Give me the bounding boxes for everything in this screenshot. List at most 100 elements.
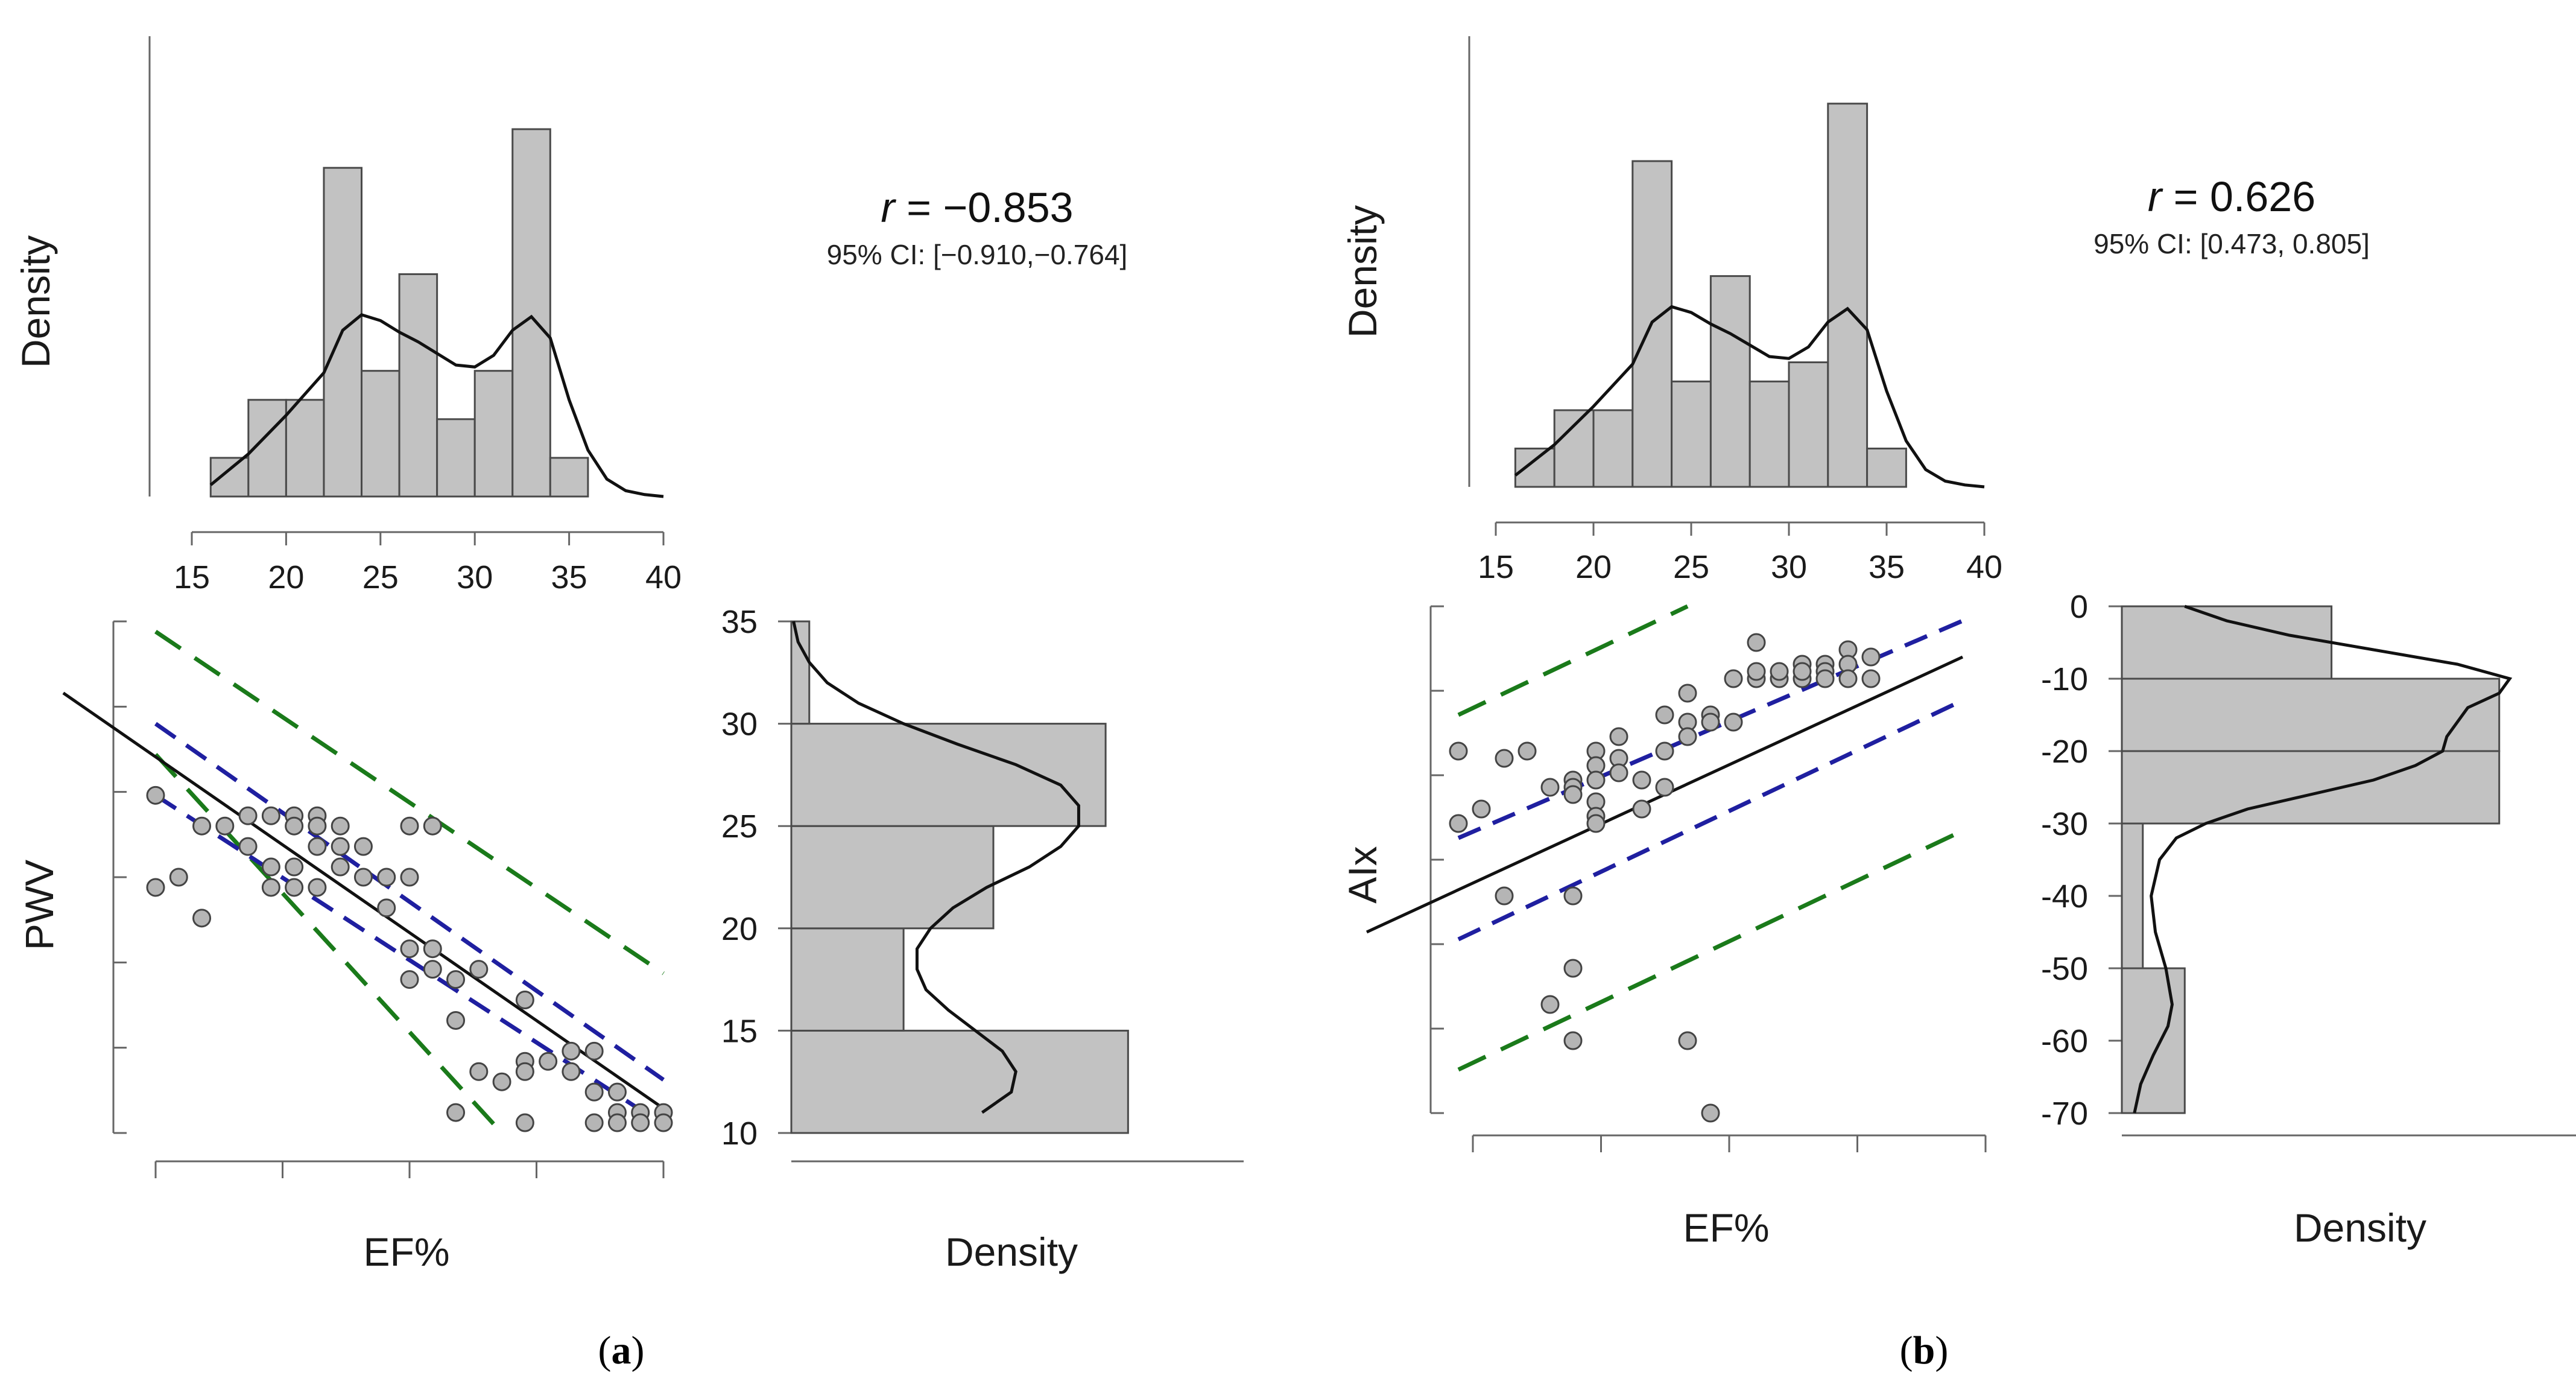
side-histogram: 0 -10 -20 -30 -40 -50 -60 -70 Density: [2041, 589, 2576, 1250]
x-tick-label: 15: [1478, 549, 1514, 585]
panel-label-part: (: [598, 1328, 612, 1372]
scatter-point: [261, 806, 280, 825]
scatter-point: [400, 939, 419, 959]
scatter-point: [146, 878, 165, 897]
side-hist-y-tick-label: 25: [721, 808, 758, 845]
scatter-point: [377, 868, 396, 887]
regression-line: [62, 691, 665, 1110]
scatter-point: [308, 816, 327, 836]
x-tick-label: 15: [174, 559, 210, 595]
scatter-point: [515, 1113, 534, 1132]
scatter-point: [539, 1052, 558, 1071]
x-tick-label: 35: [1869, 549, 1905, 585]
panel-label-part: ): [631, 1328, 645, 1372]
scatter-point: [331, 816, 350, 836]
scatter-point: [423, 939, 442, 959]
scatter-point: [1747, 662, 1766, 681]
scatter-point: [285, 878, 304, 897]
scatter-point: [400, 816, 419, 836]
scatter-point: [1495, 886, 1514, 906]
scatter-point: [584, 1082, 604, 1102]
scatter-point: [562, 1062, 581, 1081]
side-hist-y-tick-label: -30: [2041, 806, 2088, 842]
scatter-point: [377, 898, 396, 918]
scatter-point: [1701, 712, 1720, 732]
top-hist-density-curve: [209, 313, 664, 498]
side-hist-bar: [790, 825, 995, 930]
scatter-point: [308, 837, 327, 856]
correlation-r: r = −0.853: [881, 184, 1073, 231]
side-hist-bar: [2121, 677, 2501, 752]
scatter-point: [1838, 669, 1858, 688]
scatter-point: [1861, 669, 1881, 688]
scatter-point: [469, 1062, 489, 1081]
side-hist-y-tick-label: 20: [721, 911, 758, 947]
top-hist-bar: [1631, 160, 1673, 488]
scatter-point: [169, 868, 188, 887]
scatter-point: [1586, 814, 1606, 833]
x-tick-label: 30: [457, 559, 493, 595]
scatter-point: [1770, 662, 1789, 681]
panel-label-part: a: [612, 1328, 631, 1372]
panel-b: 15 20 25 30 35 40 Density r = 0.626 95% CI: [0.4…: [1340, 36, 2576, 1372]
scatter-y-label: PWV: [17, 860, 62, 950]
correlation-r: r = 0.626: [2148, 173, 2315, 220]
top-hist-bar: [1592, 409, 1634, 488]
scatter-point: [1724, 669, 1743, 688]
scatter-point: [1655, 778, 1674, 797]
prediction-interval-lower: [154, 753, 504, 1135]
scatter-point: [1747, 633, 1766, 652]
side-hist-y-tick-label: 30: [721, 706, 758, 743]
scatter-point: [1861, 647, 1881, 667]
scatter-point: [215, 816, 235, 836]
scatter-point: [607, 1113, 627, 1132]
side-hist-x-label: Density: [945, 1230, 1078, 1274]
scatter-point: [331, 857, 350, 877]
scatter-point: [492, 1072, 511, 1091]
x-tick-label: 20: [268, 559, 304, 595]
x-tick-label: 20: [1575, 549, 1612, 585]
side-hist-bar: [2121, 967, 2186, 1114]
top-hist-bar: [1671, 380, 1712, 488]
confidence-interval-upper: [154, 722, 665, 1082]
x-tick-label: 40: [645, 559, 682, 595]
x-tick-label: 25: [362, 559, 399, 595]
scatter-point: [1540, 995, 1560, 1014]
scatter-point: [1495, 749, 1514, 768]
r-value: = 0.626: [2162, 173, 2315, 220]
top-hist-bar: [361, 370, 400, 498]
top-hist-bar: [473, 370, 514, 498]
top-hist-bar: [1553, 409, 1595, 488]
scatter-point: [192, 816, 212, 836]
scatter-point: [446, 1103, 466, 1122]
scatter-point: [1724, 712, 1743, 732]
r-symbol: r: [2148, 173, 2163, 220]
correlation-ci: 95% CI: [0.473, 0.805]: [2093, 228, 2370, 259]
side-hist-bar: [790, 620, 811, 725]
confidence-interval-lower: [1457, 698, 1964, 942]
scatter-point: [1609, 727, 1628, 746]
scatter-plot: EF% PWV: [17, 620, 673, 1274]
scatter-point: [353, 868, 373, 887]
scatter-point: [607, 1082, 627, 1102]
scatter-point: [1540, 778, 1560, 797]
top-histogram: 15 20 25 30 35 40 Density: [13, 36, 682, 595]
scatter-point: [654, 1113, 673, 1132]
scatter-point: [1632, 770, 1651, 790]
top-hist-bar: [1866, 447, 1907, 488]
top-hist-bar: [1514, 447, 1555, 488]
scatter-point: [400, 868, 419, 887]
scatter-point: [562, 1041, 581, 1061]
top-hist-bar: [285, 399, 325, 498]
scatter-point: [515, 991, 534, 1010]
top-hist-bar: [1748, 380, 1790, 488]
scatter-point: [584, 1041, 604, 1061]
side-hist-y-tick-label: -50: [2041, 951, 2088, 987]
top-hist-bar: [549, 457, 589, 498]
scatter-point: [1678, 727, 1697, 746]
scatter-point: [446, 970, 466, 989]
scatter-x-label: EF%: [1683, 1205, 1769, 1250]
panel-label: (b): [1900, 1328, 1949, 1372]
side-hist-density-curve: [792, 621, 1080, 1114]
top-hist-bar: [436, 418, 476, 498]
